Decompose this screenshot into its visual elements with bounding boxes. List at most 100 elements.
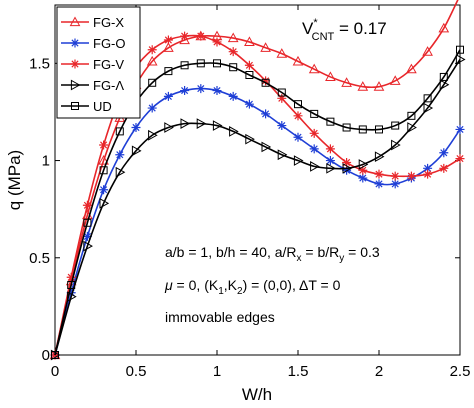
params-comma: ,K [224,277,238,293]
data-point-ud [261,78,270,87]
data-point-fg- [293,155,304,166]
data-point-fg-o [277,121,287,131]
data-point-ud [67,281,76,289]
legend-entry-fg-o: FG-O [61,36,126,51]
data-point-fg-x [341,77,352,87]
data-point-fg-x [373,81,385,91]
legend-label-fg-: FG-Λ [93,78,124,93]
data-point-ud [180,61,189,70]
y-tick-label: 0 [42,347,50,364]
data-point-fg-x [389,75,401,85]
series-fg-o [50,84,465,360]
data-point-fg-x [227,32,239,43]
data-point-fg-v [196,31,206,41]
data-point-ud [391,121,400,130]
data-point-fg-o [147,103,157,113]
data-point-fg- [245,133,255,145]
data-point-fg-v [228,47,238,57]
data-point-fg- [277,149,288,161]
vcnt-sub: CNT [312,31,335,43]
data-point-ud [439,72,448,81]
data-point-fg-v [147,45,157,55]
legend-marker-ud [71,102,79,110]
legend-label-fg-v: FG-V [93,57,124,72]
edges-annotation: immovable edges [165,309,275,325]
data-point-fg-o [82,231,92,241]
data-point-fg-o [196,84,206,94]
x-tick-label: 1.5 [288,363,309,380]
data-point-fg-o [131,123,141,132]
data-point-fg-v [293,111,303,121]
data-point-fg-o [374,179,384,189]
params-sub-2: 2 [237,286,243,297]
data-point-fg-o [180,86,190,96]
x-tick-label: 2 [375,363,383,380]
x-tick-label: 0.5 [126,363,147,380]
y-axis-label: q (MPa) [5,150,24,210]
data-point-fg-x [179,34,190,45]
data-point-ud [213,59,221,68]
data-point-fg-v [325,144,335,154]
data-point-fg-v [277,93,287,103]
y-tick-label: 0.5 [29,250,50,267]
geometry-annotation: a/b = 1, b/h = 40, a/Rx = b/Ry = 0.3 [165,244,380,264]
data-point-fg-x [325,71,336,82]
vcnt-value: = 0.17 [334,19,386,38]
data-point-fg- [164,122,174,133]
data-point-fg-x [357,81,369,91]
legend-label-fg-x: FG-X [93,15,124,30]
data-point-fg- [407,122,417,133]
data-point-fg-x [406,63,417,74]
data-point-fg-v [455,154,465,164]
data-point-fg-o [439,148,449,158]
data-point-fg- [326,162,336,174]
params-rest-a: = 0, (K [173,277,219,293]
legend-label-fg-o: FG-O [93,36,126,51]
params-mu: μ [164,277,173,293]
data-point-ud [229,63,238,72]
data-point-fg-v [406,171,416,181]
y-tick-label: 1 [42,153,50,170]
legend-box [56,6,141,119]
geometry-end: = 0.3 [344,244,380,260]
vcnt-main: V [302,19,314,38]
data-point-fg-v [244,60,254,70]
data-point-fg-o [293,132,303,142]
data-point-fg- [131,145,142,157]
legend-marker-fg-o [70,38,80,48]
data-point-fg-o [423,163,433,173]
series-line-ud [54,49,461,356]
data-point-fg-x [244,36,255,47]
data-point-fg-v [374,169,384,179]
legend-marker-fg- [70,79,81,91]
legend: FG-X FG-O FG-V FG-Λ UD [56,6,141,119]
data-point-ud [310,109,319,118]
data-point-ud [294,100,302,109]
data-point-ud [196,59,205,68]
data-point-fg-o [163,91,173,101]
legend-entry-fg-x: FG-X [61,15,124,30]
data-point-ud [245,71,254,79]
data-point-ud [99,166,108,175]
data-point-fg-x [98,155,109,165]
x-tick-label: 2.5 [450,363,471,380]
data-point-fg- [358,159,369,170]
legend-entry-fg-v: FG-V [61,57,124,72]
data-point-fg-x [163,42,174,52]
x-tick-label: 1 [213,363,221,380]
data-point-fg- [439,79,450,91]
vcnt-sup: * [313,17,318,29]
data-point-fg- [391,139,401,151]
geometry-sub-y: y [339,253,344,264]
data-point-fg-v [358,165,368,175]
data-point-fg-v [261,76,271,86]
data-point-fg- [212,120,223,131]
data-point-fg-v [423,169,433,179]
x-axis-label: W/h [242,385,272,404]
data-point-fg-v [390,171,400,181]
params-sub-1: 1 [218,286,224,297]
data-point-fg- [115,166,126,178]
data-point-ud [423,94,432,103]
data-point-fg-v [82,200,92,210]
